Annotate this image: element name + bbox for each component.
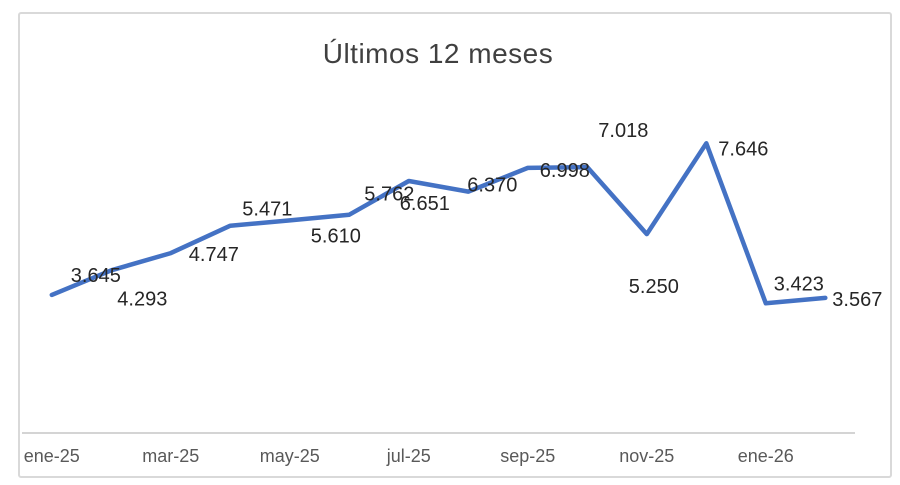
chart-title: Últimos 12 meses (322, 38, 554, 69)
data-point-label: 6.370 (467, 175, 517, 197)
x-axis-tick-label: nov-25 (619, 446, 674, 466)
x-axis-tick-label: ene-25 (24, 446, 80, 466)
data-series-line (49, 141, 828, 306)
data-point-label: 5.471 (242, 199, 292, 221)
data-point-label: 3.423 (774, 273, 824, 295)
x-axis-tick-label: sep-25 (500, 446, 555, 466)
data-point-label: 4.747 (189, 244, 239, 266)
data-point-label: 4.293 (117, 288, 167, 310)
x-axis-tick-label: may-25 (260, 446, 320, 466)
x-axis-tick-label: ene-26 (738, 446, 794, 466)
data-point-label: 6.998 (540, 160, 590, 182)
data-point-label: 6.651 (400, 193, 450, 215)
x-axis-tick-label: jul-25 (386, 446, 431, 466)
data-point-label: 3.645 (71, 265, 121, 287)
data-point-label: 3.567 (832, 289, 882, 311)
data-point-label: 7.018 (598, 120, 648, 142)
data-point-label: 5.250 (629, 276, 679, 298)
data-point-label: 7.646 (718, 138, 768, 160)
data-point-label: 5.610 (311, 225, 361, 247)
x-axis-tick-label: mar-25 (142, 446, 199, 466)
data-point-label: 5.762 (364, 184, 414, 206)
